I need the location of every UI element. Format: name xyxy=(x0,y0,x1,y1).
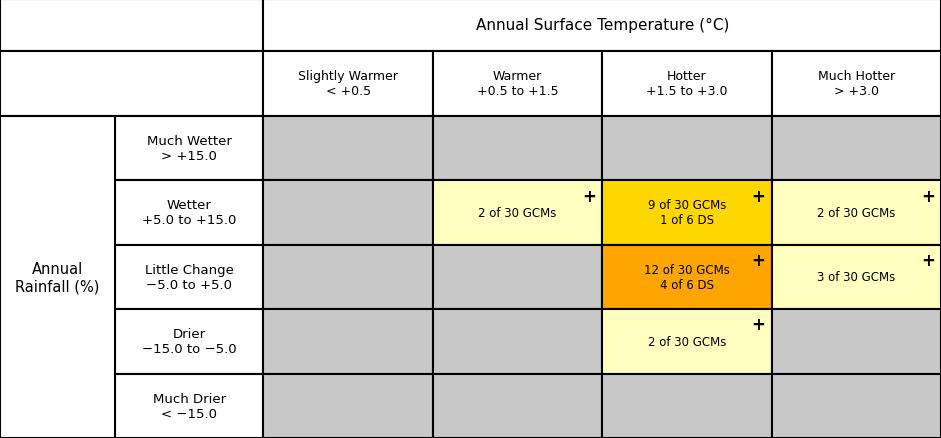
Text: Much Drier
< −15.0: Much Drier < −15.0 xyxy=(152,392,226,420)
Bar xyxy=(115,181,263,245)
Bar xyxy=(0,52,263,117)
Bar xyxy=(433,245,602,309)
Text: +: + xyxy=(921,187,934,205)
Text: +: + xyxy=(752,251,765,269)
Text: Warmer
+0.5 to +1.5: Warmer +0.5 to +1.5 xyxy=(477,70,558,98)
Bar xyxy=(602,374,772,438)
Bar xyxy=(772,52,941,117)
Bar xyxy=(0,0,263,52)
Text: Much Hotter
> +3.0: Much Hotter > +3.0 xyxy=(818,70,895,98)
Bar xyxy=(602,181,772,245)
Text: 3 of 30 GCMs: 3 of 30 GCMs xyxy=(817,271,896,284)
Bar xyxy=(263,117,433,181)
Text: 12 of 30 GCMs
4 of 6 DS: 12 of 30 GCMs 4 of 6 DS xyxy=(644,263,730,291)
Text: Little Change
−5.0 to +5.0: Little Change −5.0 to +5.0 xyxy=(145,263,233,291)
Text: Slightly Warmer
< +0.5: Slightly Warmer < +0.5 xyxy=(298,70,398,98)
Bar xyxy=(115,245,263,309)
Bar xyxy=(263,52,433,117)
Bar xyxy=(433,309,602,374)
Bar xyxy=(602,309,772,374)
Bar xyxy=(433,117,602,181)
Text: +: + xyxy=(921,251,934,269)
Text: Drier
−15.0 to −5.0: Drier −15.0 to −5.0 xyxy=(142,328,236,356)
Text: Annual Surface Temperature (°C): Annual Surface Temperature (°C) xyxy=(475,18,729,33)
Bar xyxy=(263,181,433,245)
Bar xyxy=(263,0,941,52)
Text: +: + xyxy=(752,316,765,334)
Bar xyxy=(772,309,941,374)
Bar xyxy=(602,52,772,117)
Text: +: + xyxy=(582,187,596,205)
Bar xyxy=(772,181,941,245)
Text: Much Wetter
> +15.0: Much Wetter > +15.0 xyxy=(147,135,231,162)
Bar xyxy=(772,117,941,181)
Bar xyxy=(602,117,772,181)
Bar xyxy=(115,374,263,438)
Text: +: + xyxy=(752,187,765,205)
Text: Wetter
+5.0 to +15.0: Wetter +5.0 to +15.0 xyxy=(142,199,236,227)
Bar xyxy=(772,245,941,309)
Bar xyxy=(263,309,433,374)
Text: 9 of 30 GCMs
1 of 6 DS: 9 of 30 GCMs 1 of 6 DS xyxy=(647,199,726,227)
Bar xyxy=(602,245,772,309)
Text: 2 of 30 GCMs: 2 of 30 GCMs xyxy=(817,206,896,219)
Text: Annual
Rainfall (%): Annual Rainfall (%) xyxy=(15,261,100,293)
Bar xyxy=(433,52,602,117)
Bar xyxy=(263,374,433,438)
Bar xyxy=(263,245,433,309)
Text: Hotter
+1.5 to +3.0: Hotter +1.5 to +3.0 xyxy=(646,70,727,98)
Bar xyxy=(115,117,263,181)
Bar xyxy=(0,117,115,438)
Text: 2 of 30 GCMs: 2 of 30 GCMs xyxy=(478,206,557,219)
Bar xyxy=(433,374,602,438)
Text: 2 of 30 GCMs: 2 of 30 GCMs xyxy=(647,335,726,348)
Bar xyxy=(115,309,263,374)
Bar xyxy=(433,181,602,245)
Bar xyxy=(772,374,941,438)
